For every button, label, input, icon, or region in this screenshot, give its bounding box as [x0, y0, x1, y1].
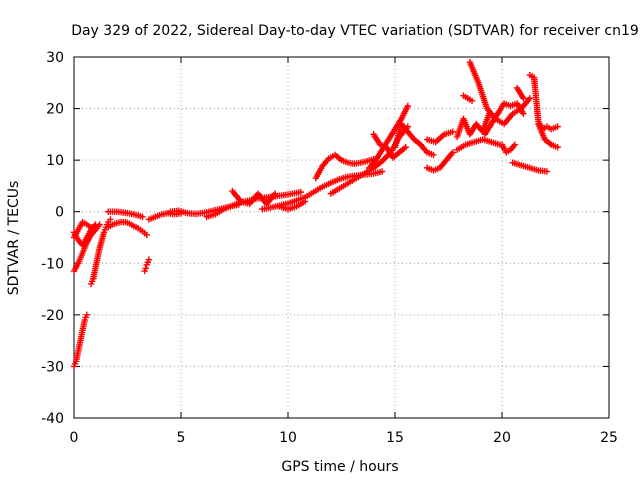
- data-point: [449, 149, 456, 156]
- x-tick-label: 10: [279, 430, 297, 446]
- data-point: [430, 151, 437, 159]
- plot-frame: [73, 56, 610, 419]
- x-tick-label: 5: [177, 430, 186, 446]
- y-tick-label: 0: [55, 205, 64, 221]
- data-point: [554, 123, 561, 130]
- data-point: [297, 188, 305, 196]
- data-points: [70, 58, 561, 370]
- data-point: [92, 221, 99, 228]
- x-tick-label: 0: [70, 430, 79, 446]
- x-tick-label: 25: [600, 430, 618, 446]
- data-point: [449, 128, 456, 135]
- y-tick-label: -20: [41, 308, 64, 324]
- data-point: [142, 265, 149, 272]
- x-tick-label: 15: [386, 430, 404, 446]
- data-point: [520, 95, 527, 102]
- y-tick-label: 10: [46, 153, 64, 169]
- data-point: [468, 97, 476, 105]
- y-axis-title: SDTVAR / TECUs: [6, 181, 22, 296]
- grid: [74, 57, 609, 418]
- data-point: [143, 231, 150, 239]
- y-tick-label: 20: [46, 102, 64, 118]
- axis-ticks: 0 5 10 15 20 25 -40 -30 -20 -10 0 10 20 30: [41, 50, 618, 446]
- data-point: [301, 198, 309, 205]
- data-point: [526, 95, 534, 102]
- y-tick-label: -40: [41, 411, 64, 427]
- data-point: [107, 216, 114, 223]
- data-point: [554, 144, 561, 151]
- data-point: [378, 168, 386, 175]
- data-point: [87, 223, 95, 231]
- y-tick-label: 30: [46, 50, 64, 66]
- data-point: [83, 311, 91, 319]
- x-axis-title: GPS time / hours: [281, 459, 398, 475]
- data-point: [145, 256, 153, 263]
- data-point: [520, 110, 527, 117]
- data-point: [402, 144, 409, 151]
- y-tick-label: -30: [41, 359, 64, 375]
- data-point: [543, 168, 551, 175]
- chart-title: Day 329 of 2022, Sidereal Day-to-day VTE…: [71, 23, 639, 39]
- data-point: [139, 213, 146, 221]
- y-tick-label: -10: [41, 256, 64, 272]
- x-tick-label: 20: [493, 430, 511, 446]
- data-point: [404, 102, 412, 110]
- data-point: [511, 141, 519, 148]
- data-point: [271, 190, 279, 197]
